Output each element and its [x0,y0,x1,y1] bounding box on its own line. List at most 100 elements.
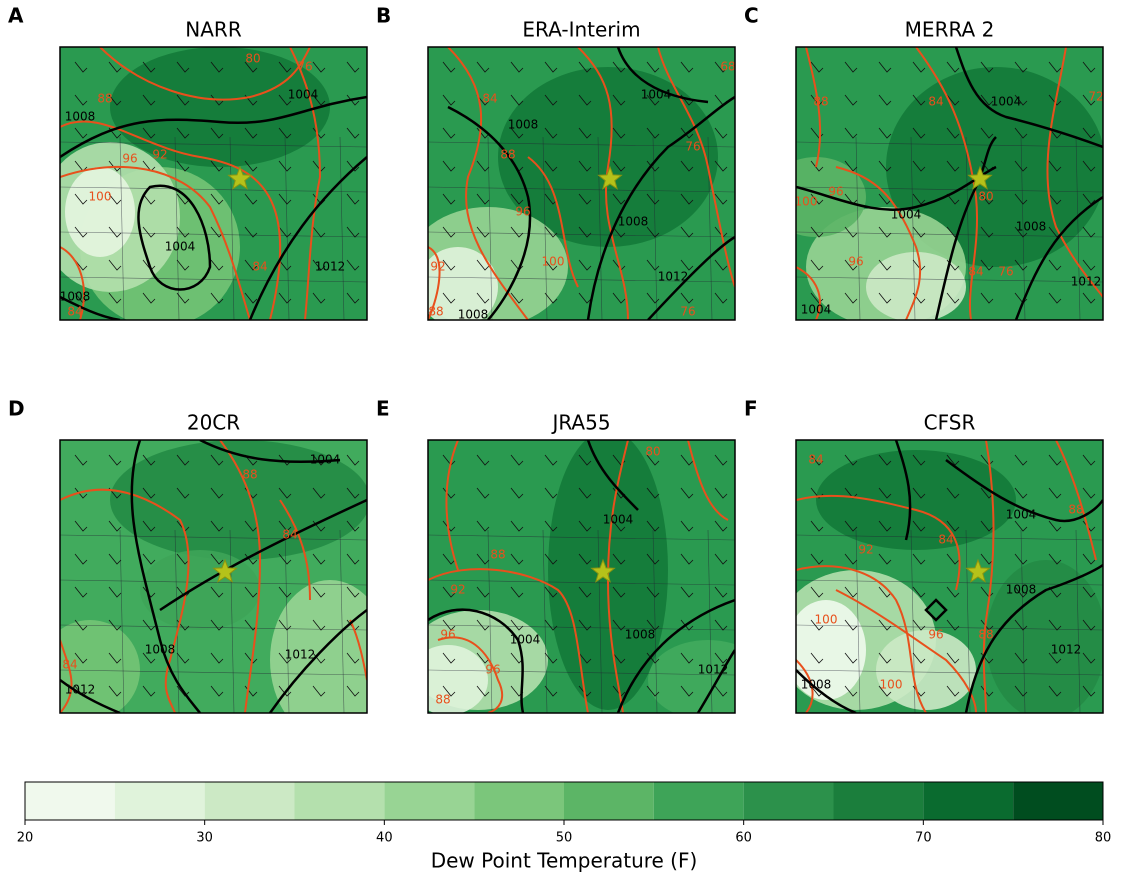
panel-letter: F [744,397,758,421]
state-border [796,534,1103,541]
wind-barb [1082,487,1096,499]
wind-barb [108,487,122,499]
state-border [60,669,367,676]
wind-barb [878,226,892,238]
wind-barb [810,619,824,631]
wind-barb [680,160,694,172]
wind-barb [1014,127,1028,139]
colorbar-tick-label: 30 [196,831,213,846]
contour-label: 96 [828,185,843,199]
dewpoint-contour [796,659,814,713]
wind-barb [442,685,456,697]
wind-barb [1048,160,1062,172]
shading-patch [65,167,135,257]
wind-barb [1048,61,1062,73]
colorbar-bin [294,782,385,820]
contour-label: 92 [430,260,445,274]
wind-barb [1048,259,1062,271]
pressure-contour [137,184,212,291]
wind-barb [844,454,858,466]
wind-barb [612,61,626,73]
wind-barb [210,520,224,532]
wind-barb [108,685,122,697]
pressure-contour [248,156,367,320]
wind-barb [544,619,558,631]
wind-barb [1082,292,1096,304]
wind-barb [210,94,224,106]
wind-barb [346,586,360,598]
wind-barb [312,259,326,271]
pressure-contour [647,235,735,320]
panel-frame [795,46,1104,321]
wind-barb [578,160,592,172]
wind-barb [544,685,558,697]
wind-barb [108,619,122,631]
state-border [428,231,735,238]
wind-barb [108,652,122,664]
contour-label: 88 [435,693,450,707]
colorbar-label: Dew Point Temperature (F) [431,849,698,873]
wind-barb [278,61,292,73]
wind-barb [578,259,592,271]
wind-barb [142,292,156,304]
wind-barb [176,487,190,499]
wind-barb [680,454,694,466]
wind-barb [878,94,892,106]
map-content: 80 1004 88 92 96 1004 96 1008 1012 88 [428,440,735,713]
wind-barb [544,652,558,664]
wind-barb [1014,619,1028,631]
colorbar-bin [923,782,1014,820]
state-border [542,136,548,320]
wind-barb [844,61,858,73]
wind-barb [244,160,258,172]
contour-label: 68 [720,60,735,74]
contour-label: 88 [500,148,515,162]
pressure-contour [796,669,857,713]
wind-barb [980,685,994,697]
contour-label: 84 [808,453,823,467]
state-border [1075,136,1081,320]
panel-title: JRA55 [550,411,610,435]
wind-barb [844,586,858,598]
wind-barb [680,193,694,205]
panel-letter: C [744,4,759,28]
wind-barb [912,553,926,565]
wind-barb [680,61,694,73]
wind-barb [278,292,292,304]
wind-barb [312,160,326,172]
wind-barb [142,193,156,205]
wind-barb [946,454,960,466]
contour-label: 84 [67,305,82,319]
wind-barb [210,259,224,271]
dewpoint-contour [428,568,589,713]
wind-barb [442,94,456,106]
wind-barb [544,553,558,565]
panel-frame [427,46,736,321]
contour-label: 1012 [1071,275,1102,289]
wind-barb [578,226,592,238]
contour-label: 1008 [625,628,656,642]
wind-barb [278,226,292,238]
wind-barb [646,94,660,106]
state-border [796,186,1103,193]
pressure-contour [945,458,1103,523]
wind-barb [946,127,960,139]
state-border [229,529,235,713]
wind-barb [244,127,258,139]
wind-barb [1082,553,1096,565]
wind-barb [1082,94,1096,106]
wind-barb [980,127,994,139]
contour-label: 1008 [1006,583,1037,597]
state-border [284,529,290,713]
state-border [428,534,735,541]
wind-barb [346,94,360,106]
contour-label: 96 [515,205,530,219]
pressure-contour [60,95,367,159]
wind-barb [278,685,292,697]
wind-barb [210,61,224,73]
shading-patch [60,620,140,713]
wind-barb [680,487,694,499]
wind-barb [646,259,660,271]
